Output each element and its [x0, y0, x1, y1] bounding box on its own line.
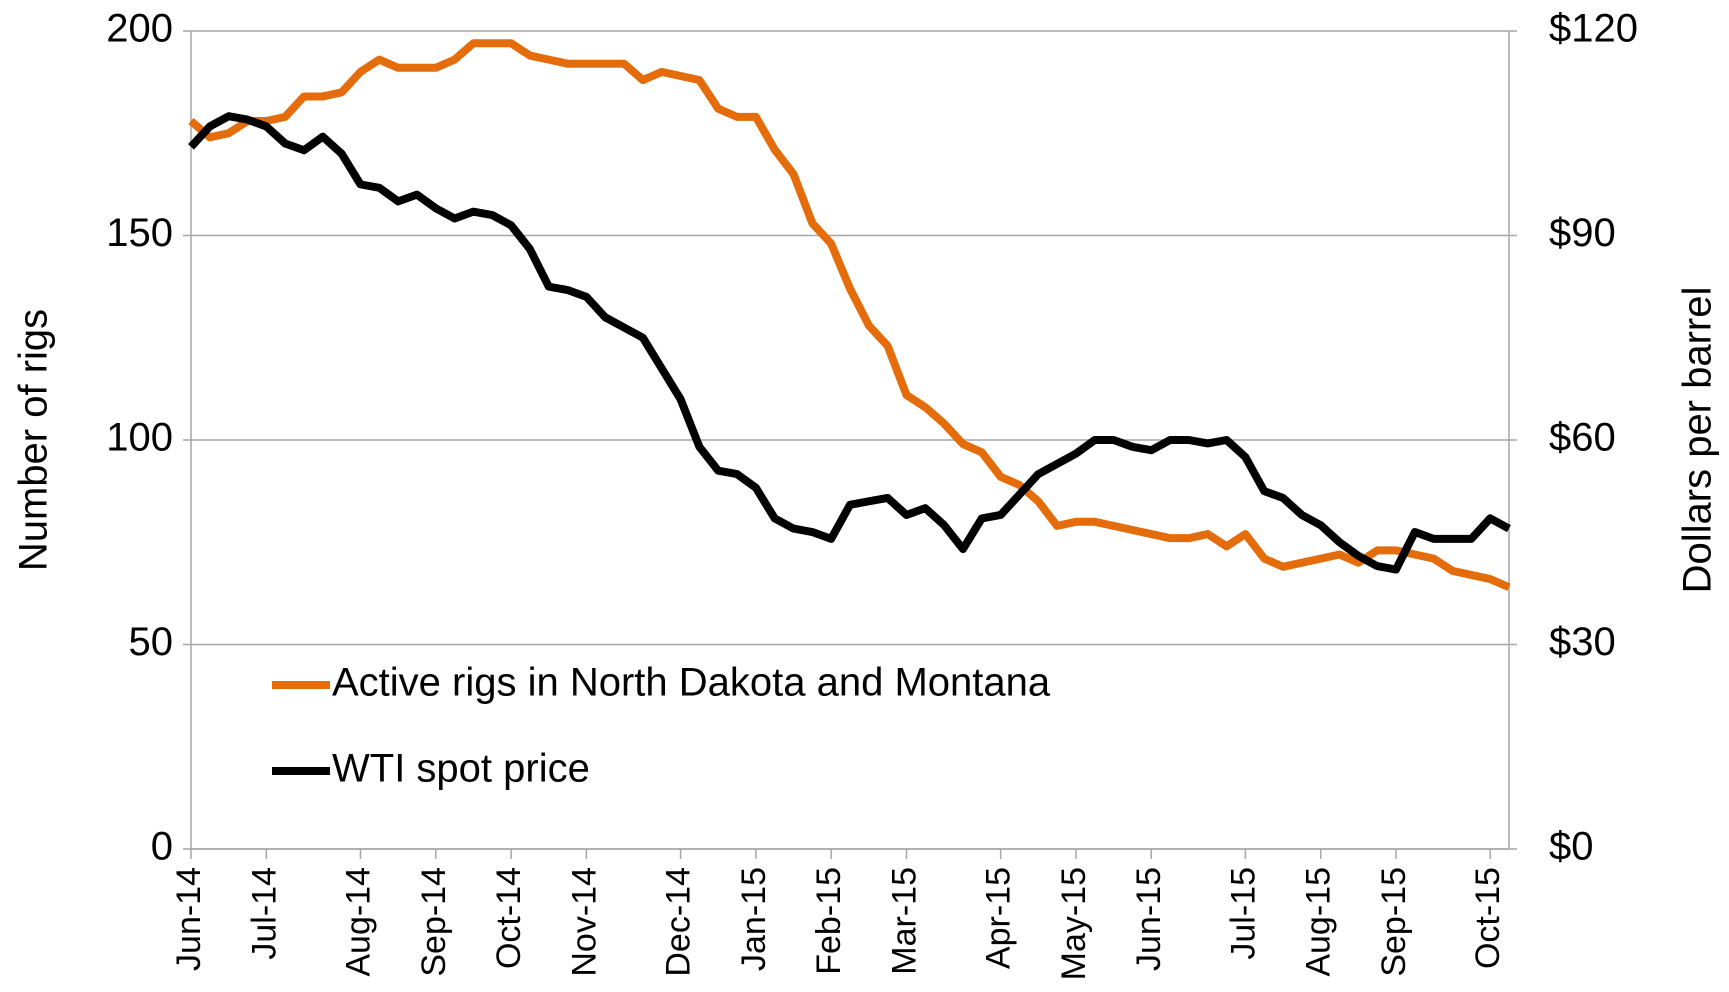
y2-tick-label: $90: [1549, 211, 1616, 255]
y2-axis-label: Dollars per barrel: [1676, 287, 1720, 594]
legend-label: Active rigs in North Dakota and Montana: [332, 661, 1051, 705]
x-tick-label: Oct-15: [1469, 867, 1507, 969]
x-tick-label: Nov-14: [565, 867, 603, 977]
x-tick-label: Aug-15: [1300, 867, 1338, 977]
x-tick-label: Jul-14: [245, 867, 283, 960]
y-tick-label: 150: [106, 211, 173, 255]
x-tick-label: Feb-15: [810, 867, 848, 975]
x-tick-label: Apr-15: [980, 867, 1018, 969]
x-tick-label: Mar-15: [885, 867, 923, 975]
x-tick-label: Jun-15: [1130, 867, 1168, 971]
x-tick-label: Jun-14: [170, 867, 208, 971]
y-axis-label: Number of rigs: [12, 309, 56, 571]
legend-label: WTI spot price: [332, 747, 590, 791]
data-line: [188, 39, 1511, 591]
y2-tick-label: $120: [1549, 7, 1638, 51]
x-tick-label: Sep-14: [415, 867, 453, 977]
x-tick-label: Sep-15: [1375, 867, 1413, 977]
x-tick-label: Jul-15: [1224, 867, 1262, 960]
y-tick-label: 0: [151, 825, 173, 869]
y-tick-label: 100: [106, 416, 173, 460]
x-tick-label: Jan-15: [735, 867, 773, 971]
y2-tick-label: $30: [1549, 620, 1616, 664]
data-line: [188, 112, 1511, 574]
y2-tick-label: $0: [1549, 825, 1594, 869]
x-tick-label: Aug-14: [339, 867, 377, 977]
y2-tick-label: $60: [1549, 416, 1616, 460]
x-tick-label: Dec-14: [660, 867, 698, 977]
y-tick-label: 200: [106, 7, 173, 51]
x-tick-label: Oct-14: [490, 867, 528, 969]
x-tick-label: May-15: [1055, 867, 1093, 980]
y-tick-label: 50: [129, 620, 174, 664]
